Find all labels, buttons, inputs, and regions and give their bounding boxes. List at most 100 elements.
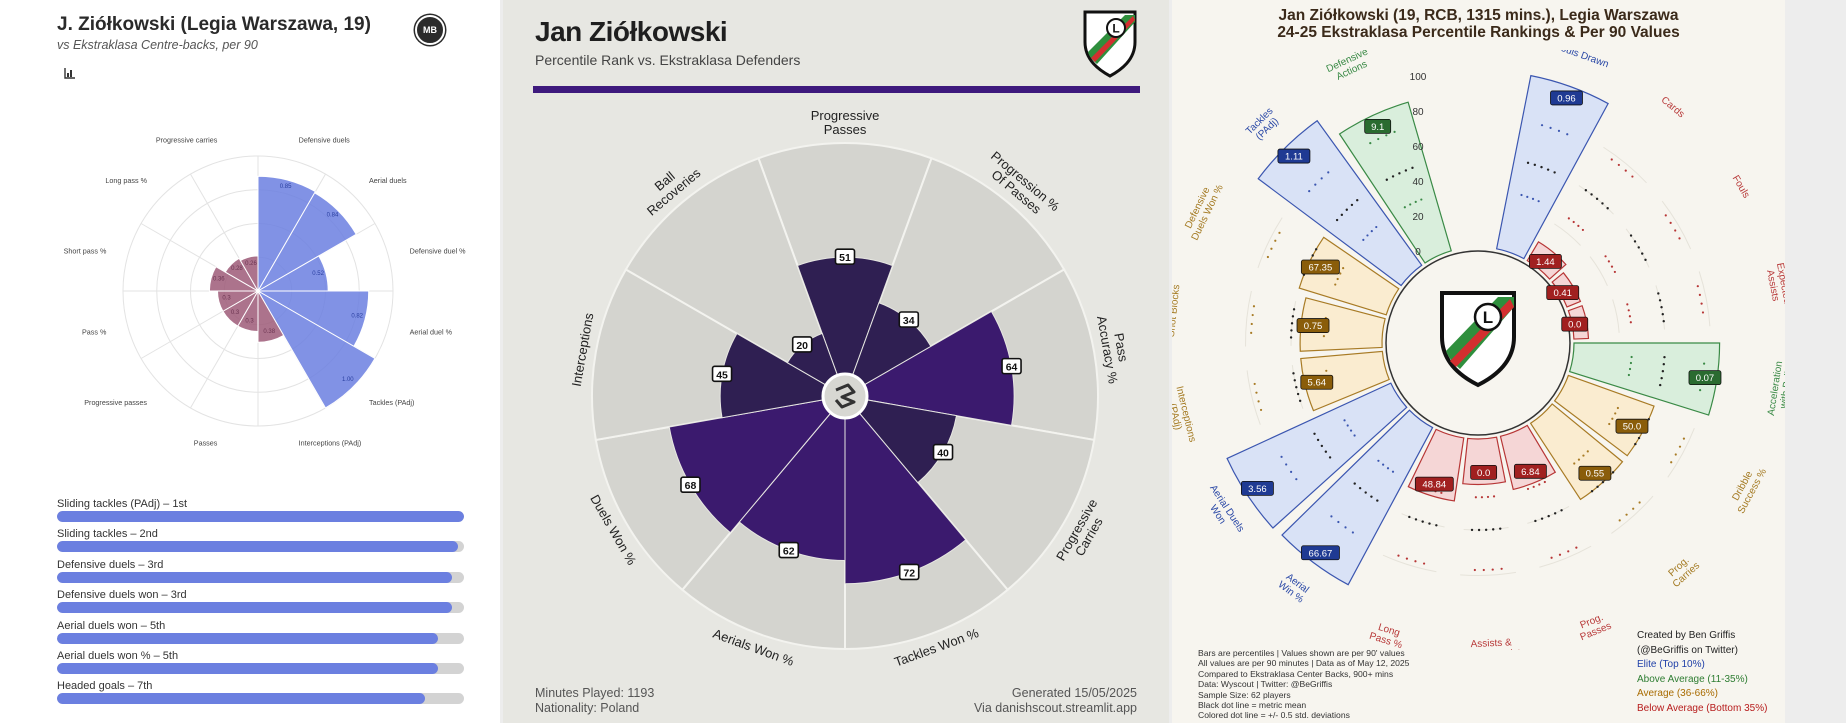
svg-text:L: L (1483, 308, 1493, 327)
value-label: 0.84 (327, 212, 339, 218)
metric-label: Cards (1659, 95, 1687, 120)
mean-dot (1641, 252, 1644, 255)
ranking-bar-fill (57, 571, 452, 583)
mean-dot (1470, 528, 1474, 532)
std-dot (1629, 361, 1633, 365)
grid-arc (1611, 495, 1654, 534)
mean-dot (1633, 240, 1637, 243)
value-label: 0.3 (245, 318, 254, 324)
std-dot (1604, 255, 1607, 258)
mean-dot (1644, 258, 1647, 262)
mean-dot (1411, 166, 1414, 170)
mean-dot (1526, 161, 1530, 165)
category-label: Progressive passes (84, 398, 147, 407)
std-dot (1558, 553, 1562, 556)
nationality: Nationality: Poland (535, 701, 640, 715)
mean-dot (1629, 234, 1633, 237)
grid-arc (1539, 545, 1592, 568)
chart-notes: Bars are percentiles | Values shown are … (1198, 648, 1410, 721)
std-dot (1678, 445, 1682, 448)
std-dot (1549, 126, 1552, 129)
value-label: 1.00 (342, 377, 354, 383)
mean-dot (1296, 392, 1300, 396)
grid-arc (1603, 146, 1647, 184)
mean-dot (1499, 527, 1502, 530)
mean-dot (1601, 202, 1604, 205)
svg-text:Pass: Pass (1111, 332, 1131, 364)
value-badge (1513, 463, 1547, 479)
value-badge (1241, 480, 1274, 496)
radial-tick: 40 (1412, 177, 1424, 188)
value-label: 67.35 (1308, 263, 1332, 274)
mean-dot (1637, 436, 1641, 440)
generated-date: Generated 15/05/2025 (1011, 686, 1137, 700)
percentile-wedge (1300, 350, 1390, 412)
value-label: 0.75 (1304, 321, 1323, 332)
percentile-wedge (1299, 297, 1386, 352)
category-label: Tackles (PAdj) (369, 398, 414, 407)
background-gutter (1785, 0, 1846, 723)
mean-dot (1647, 418, 1650, 421)
std-dot (1343, 419, 1346, 422)
mean-dot (1345, 208, 1348, 211)
std-dot (1638, 501, 1641, 504)
std-dot (1627, 373, 1630, 377)
std-dot (1336, 277, 1339, 281)
mean-dot (1293, 379, 1296, 382)
mean-dot (1421, 520, 1424, 523)
std-dot (1670, 461, 1673, 464)
svg-text:Progressive: Progressive (811, 108, 880, 123)
polar-bar (239, 255, 259, 293)
value-badge (1550, 90, 1583, 106)
source-link[interactable]: Via danishscout.streamlit.app (973, 701, 1137, 715)
std-dot (1409, 203, 1412, 206)
std-dot (1700, 302, 1703, 305)
value-badge (791, 336, 813, 353)
std-dot (1696, 285, 1699, 288)
ranking-bar-track (57, 511, 464, 522)
value-label: 0.3 (231, 310, 240, 316)
std-dot (1526, 195, 1529, 198)
category-label: Progressive carries (156, 135, 218, 144)
grid-arc (1698, 271, 1711, 327)
value-label: 3.56 (1248, 484, 1267, 495)
value-badge (1414, 476, 1454, 492)
mean-dot (1601, 480, 1605, 484)
percentile-panel: Jan Ziółkowski Percentile Rank vs. Ekstr… (503, 0, 1169, 723)
std-dot (1491, 568, 1494, 571)
value-label: 0.96 (1557, 93, 1576, 104)
value-label: 20 (796, 340, 808, 352)
std-dot (1349, 429, 1353, 432)
polar-chart-p1: 0.85 Defensive duels 0.84 Aerial duels 0.52 D… (64, 135, 467, 447)
mean-dot (1320, 444, 1324, 448)
value-badge (1300, 259, 1340, 275)
metric-label: Prog.Carries (1666, 555, 1702, 590)
mean-dot (1353, 482, 1356, 485)
std-dot (1278, 231, 1281, 234)
radial-tick: 0 (1415, 247, 1421, 258)
mean-dot (1356, 199, 1359, 202)
bar-chart-icon[interactable] (64, 67, 76, 79)
std-dot (1617, 163, 1620, 167)
std-dot (1607, 260, 1610, 263)
polar-bar (257, 175, 317, 293)
ranking-bar-row: Headed goals – 7th (57, 679, 464, 705)
mean-dot (1634, 442, 1637, 446)
mean-dot (1662, 320, 1665, 323)
mean-dot (1292, 308, 1296, 311)
std-dot (1628, 367, 1632, 371)
std-dot (1420, 198, 1423, 201)
value-badge (1300, 374, 1334, 390)
ranking-bar-label: Defensive duels won – 3rd (57, 589, 187, 602)
value-label: 1.44 (1536, 257, 1555, 268)
ranking-bar-fill (57, 511, 464, 522)
std-dot (1295, 478, 1298, 481)
brand-logo: MB (415, 15, 445, 45)
std-dot (1473, 568, 1476, 572)
value-label: 72 (903, 567, 915, 579)
pizza-chart: 0.96 Fouls Drawn 1.44 Cards 0.41 Fouls 0.0 Expe… (1172, 50, 1785, 650)
std-dot (1386, 467, 1390, 470)
percentile-wedge (1568, 342, 1721, 416)
